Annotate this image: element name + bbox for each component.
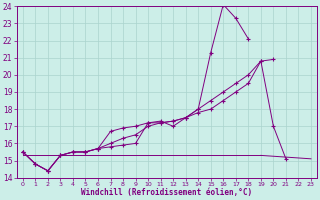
X-axis label: Windchill (Refroidissement éolien,°C): Windchill (Refroidissement éolien,°C) bbox=[81, 188, 252, 197]
